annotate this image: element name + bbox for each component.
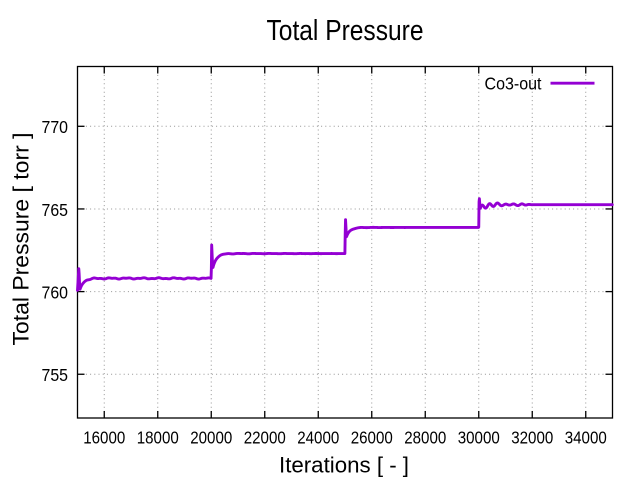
svg-text:20000: 20000 — [190, 428, 232, 448]
svg-text:28000: 28000 — [404, 428, 446, 448]
svg-text:760: 760 — [42, 283, 69, 303]
svg-text:755: 755 — [42, 365, 69, 385]
svg-text:770: 770 — [42, 117, 69, 137]
svg-text:Total Pressure [ torr ]: Total Pressure [ torr ] — [9, 133, 34, 346]
svg-text:Co3-out: Co3-out — [485, 73, 542, 93]
svg-text:22000: 22000 — [244, 428, 286, 448]
svg-text:Total Pressure: Total Pressure — [267, 15, 424, 47]
svg-text:18000: 18000 — [137, 428, 179, 448]
svg-text:32000: 32000 — [511, 428, 553, 448]
svg-text:24000: 24000 — [297, 428, 339, 448]
svg-text:30000: 30000 — [458, 428, 500, 448]
svg-text:Iterations [ - ]: Iterations [ - ] — [279, 452, 409, 477]
svg-text:34000: 34000 — [565, 428, 607, 448]
svg-text:765: 765 — [42, 200, 69, 220]
svg-text:16000: 16000 — [83, 428, 125, 448]
svg-text:26000: 26000 — [351, 428, 393, 448]
